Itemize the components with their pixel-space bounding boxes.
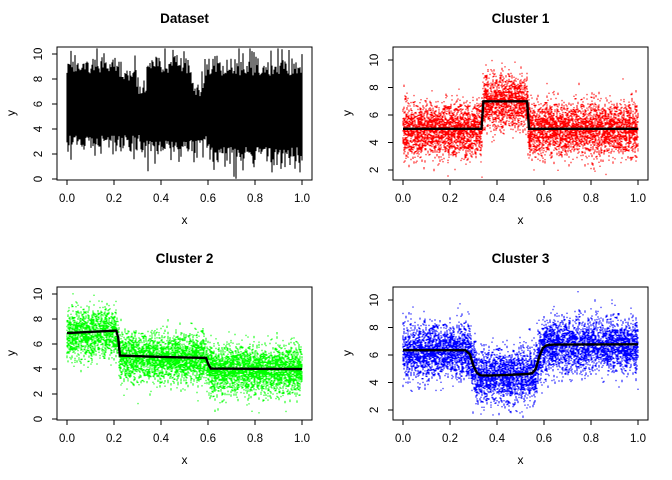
svg-text:0.6: 0.6 xyxy=(536,433,552,445)
panel-dataset: 0.0 0.2 0.4 0.6 0.8 1.0 0 2 4 6 8 10 Dataset x y xyxy=(0,0,336,240)
x-axis-label: x xyxy=(181,453,188,467)
svg-text:8: 8 xyxy=(33,316,45,322)
y-axis-label: y xyxy=(340,110,354,116)
plot-title-cluster3: Cluster 3 xyxy=(491,251,550,266)
svg-text:2: 2 xyxy=(369,407,381,413)
svg-text:10: 10 xyxy=(369,294,381,307)
svg-text:1.0: 1.0 xyxy=(630,433,646,445)
x-axis-label: x xyxy=(517,453,524,467)
svg-text:8: 8 xyxy=(369,84,381,90)
svg-text:0.8: 0.8 xyxy=(247,193,263,205)
svg-text:6: 6 xyxy=(33,101,45,107)
x-axis-label: x xyxy=(517,213,524,227)
svg-text:0: 0 xyxy=(33,416,45,422)
svg-text:1.0: 1.0 xyxy=(294,193,310,205)
svg-text:0.6: 0.6 xyxy=(536,193,552,205)
svg-text:0.0: 0.0 xyxy=(59,433,75,445)
svg-text:10: 10 xyxy=(369,54,381,67)
panel-cluster1: 0.0 0.2 0.4 0.6 0.8 1.0 2 4 6 8 10 Cluster 1 x y xyxy=(336,0,672,240)
svg-text:2: 2 xyxy=(369,167,381,173)
svg-text:0.6: 0.6 xyxy=(200,433,216,445)
svg-text:8: 8 xyxy=(33,76,45,82)
svg-text:0.0: 0.0 xyxy=(395,193,411,205)
svg-text:0.0: 0.0 xyxy=(395,433,411,445)
svg-text:0.8: 0.8 xyxy=(247,433,263,445)
svg-text:0.4: 0.4 xyxy=(153,193,170,205)
y-axis-label: y xyxy=(340,350,354,356)
y-axis-label: y xyxy=(4,110,18,116)
svg-text:6: 6 xyxy=(369,112,381,118)
svg-text:0.8: 0.8 xyxy=(583,193,599,205)
svg-text:8: 8 xyxy=(369,324,381,330)
panel-cluster2: 0.0 0.2 0.4 0.6 0.8 1.0 0 2 4 6 8 10 Cluster 2 x y xyxy=(0,240,336,480)
svg-text:0.2: 0.2 xyxy=(106,433,122,445)
plot-title-cluster1: Cluster 1 xyxy=(491,11,550,26)
svg-text:0.2: 0.2 xyxy=(106,193,122,205)
svg-text:0.4: 0.4 xyxy=(153,433,170,445)
svg-text:0.4: 0.4 xyxy=(489,193,506,205)
x-axis-label: x xyxy=(181,213,188,227)
svg-text:4: 4 xyxy=(33,125,45,132)
svg-text:2: 2 xyxy=(33,391,45,397)
svg-text:6: 6 xyxy=(369,352,381,358)
svg-text:1.0: 1.0 xyxy=(630,193,646,205)
svg-text:0.4: 0.4 xyxy=(489,433,506,445)
svg-text:0.6: 0.6 xyxy=(200,193,216,205)
svg-text:0.8: 0.8 xyxy=(583,433,599,445)
plot-title-cluster2: Cluster 2 xyxy=(155,251,214,266)
y-axis-label: y xyxy=(4,350,18,356)
cluster3-plot-canvas: 0.0 0.2 0.4 0.6 0.8 1.0 2 4 6 8 10 xyxy=(369,286,649,445)
svg-text:4: 4 xyxy=(33,365,45,372)
svg-text:10: 10 xyxy=(33,48,45,61)
cluster2-plot-canvas: 0.0 0.2 0.4 0.6 0.8 1.0 0 2 4 6 8 10 xyxy=(33,286,313,445)
plot-title-dataset: Dataset xyxy=(160,11,209,26)
panel-cluster3: 0.0 0.2 0.4 0.6 0.8 1.0 2 4 6 8 10 Cluster 3 x y xyxy=(336,240,672,480)
svg-text:4: 4 xyxy=(369,139,381,146)
cluster1-plot-canvas: 0.0 0.2 0.4 0.6 0.8 1.0 2 4 6 8 10 xyxy=(369,46,649,205)
dataset-plot-canvas: 0.0 0.2 0.4 0.6 0.8 1.0 0 2 4 6 8 10 xyxy=(33,46,313,205)
svg-text:0.2: 0.2 xyxy=(442,193,458,205)
svg-text:4: 4 xyxy=(369,379,381,386)
svg-text:10: 10 xyxy=(33,288,45,301)
svg-text:0.0: 0.0 xyxy=(59,193,75,205)
svg-text:0: 0 xyxy=(33,176,45,182)
svg-text:1.0: 1.0 xyxy=(294,433,310,445)
svg-text:0.2: 0.2 xyxy=(442,433,458,445)
svg-text:6: 6 xyxy=(33,341,45,347)
svg-text:2: 2 xyxy=(33,151,45,157)
